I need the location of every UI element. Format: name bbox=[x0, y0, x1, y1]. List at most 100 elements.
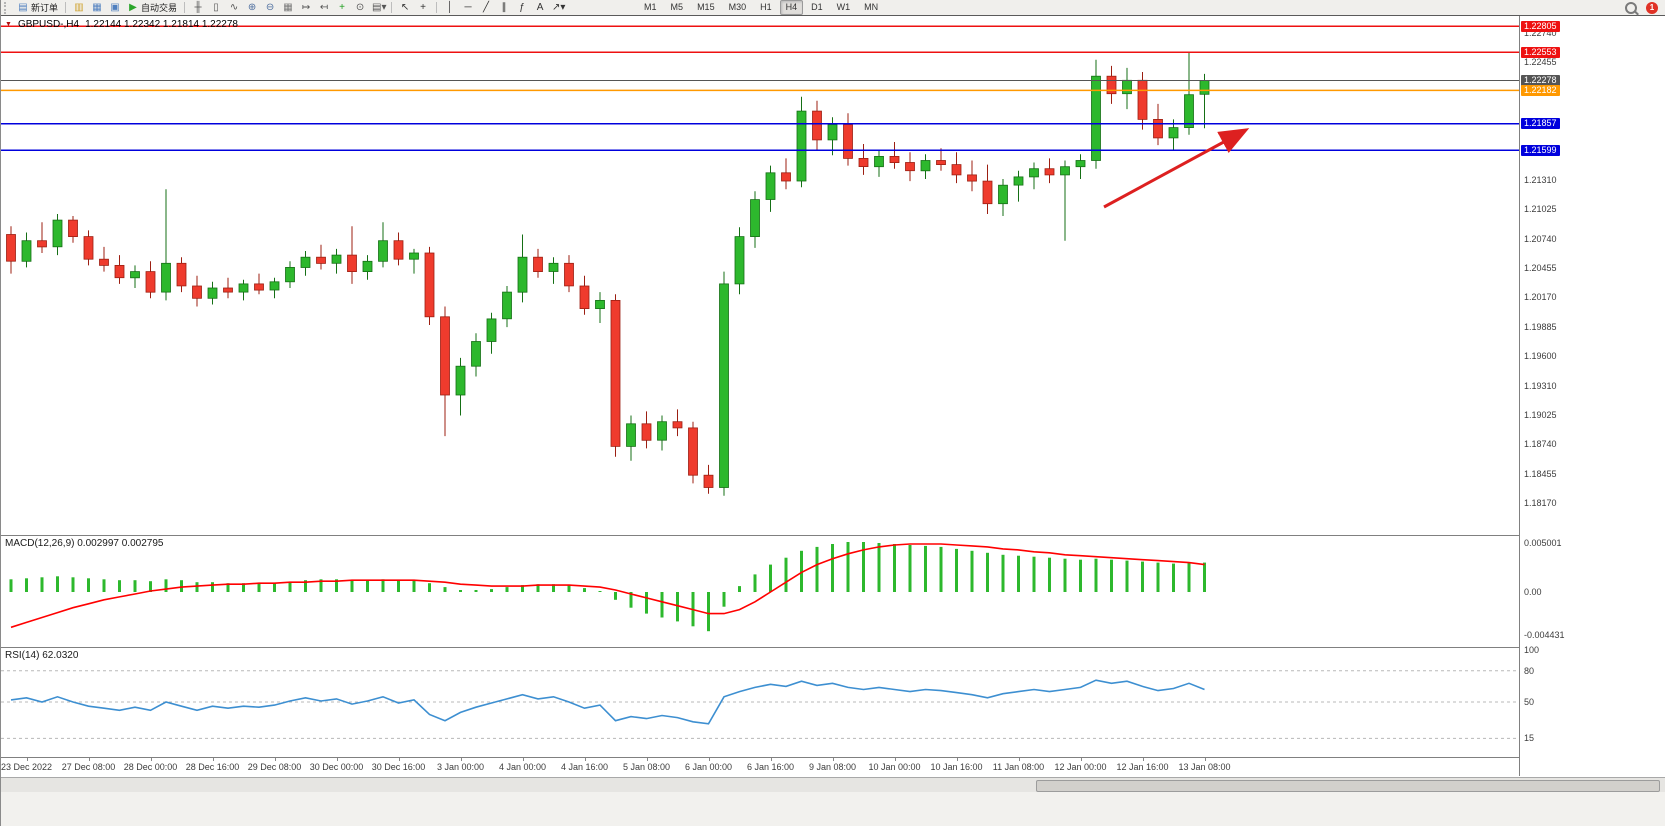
ohlc-values-label: 1.22144 1.22342 1.21814 1.22278 bbox=[85, 19, 238, 30]
timeframe-button-MN[interactable]: MN bbox=[864, 2, 879, 12]
indicators-icon: + bbox=[339, 1, 345, 13]
price-badge-current-price: 1.22278 bbox=[1521, 75, 1560, 86]
auto-scroll-button[interactable]: ↦ bbox=[297, 1, 315, 15]
price-badge-resistance: 1.22805 bbox=[1521, 20, 1560, 32]
scrollbar-thumb[interactable] bbox=[1036, 780, 1660, 792]
cursor-icon: ↖ bbox=[400, 1, 410, 13]
zoom-in-icon: ⊕ bbox=[247, 1, 257, 13]
chart-shift-button[interactable]: ↤ bbox=[315, 1, 333, 15]
tile-windows-button[interactable]: ▦ bbox=[279, 1, 297, 15]
notification-badge[interactable]: 1 bbox=[1646, 1, 1658, 14]
rsi-axis-tick: 15 bbox=[1524, 733, 1535, 744]
timeframe-button-D1[interactable]: D1 bbox=[811, 2, 823, 12]
date-axis-label: 29 Dec 08:00 bbox=[247, 762, 302, 772]
horizontal-scrollbar[interactable] bbox=[1, 777, 1665, 792]
macd-signal-line bbox=[10, 543, 1205, 629]
arrows-button[interactable]: ↗▾ bbox=[549, 1, 567, 15]
date-axis-label: 13 Jan 08:00 bbox=[1178, 762, 1231, 772]
bar-chart-button[interactable]: ╫ bbox=[189, 1, 207, 15]
zoom-out-button[interactable]: ⊖ bbox=[261, 1, 279, 15]
timeframe-button-M1[interactable]: M1 bbox=[644, 2, 657, 12]
main-chart-panel[interactable]: ▼ GBPUSD-,H4 1.22144 1.22342 1.21814 1.2… bbox=[1, 16, 1519, 536]
timeframe-button-M5[interactable]: M5 bbox=[670, 2, 684, 12]
macd-chart bbox=[9, 542, 1206, 632]
candlestick-icon: ▯ bbox=[213, 1, 219, 13]
chart-shift-icon: ↤ bbox=[319, 1, 329, 13]
horizontal-lines-layer[interactable] bbox=[1, 25, 1519, 152]
trendline-button[interactable]: ╱ bbox=[477, 1, 495, 15]
rsi-axis-tick: 100 bbox=[1524, 645, 1540, 655]
new-order-button-label: 新订单 bbox=[31, 2, 59, 13]
price-axis-tick: 1.18455 bbox=[1524, 468, 1557, 479]
date-axis-label: 30 Dec 00:00 bbox=[309, 762, 364, 772]
date-axis-tick bbox=[150, 758, 152, 761]
date-axis-label: 28 Dec 16:00 bbox=[185, 762, 240, 772]
trend-arrow[interactable] bbox=[1103, 128, 1250, 209]
indicators-button[interactable]: + bbox=[333, 1, 351, 15]
channel-button[interactable]: ∥ bbox=[495, 1, 513, 15]
price-axis-tick: 1.20455 bbox=[1524, 263, 1557, 273]
auto-trading-button-label: 自动交易 bbox=[141, 2, 178, 13]
date-axis-tick bbox=[832, 758, 834, 761]
templates-icon: ▤▾ bbox=[372, 1, 387, 13]
date-axis-label: 23 Dec 2022 bbox=[0, 762, 53, 772]
candlestick-chart-button[interactable]: ▯ bbox=[207, 1, 225, 15]
price-badge-resistance: 1.22553 bbox=[1521, 46, 1560, 58]
timeframe-button-H1[interactable]: H1 bbox=[760, 2, 772, 12]
templates-button[interactable]: ▤▾ bbox=[369, 1, 387, 15]
date-axis-label: 27 Dec 08:00 bbox=[61, 762, 116, 772]
symbol-marker-icon: ▼ bbox=[5, 20, 12, 28]
zoom-in-button[interactable]: ⊕ bbox=[243, 1, 261, 15]
date-axis[interactable]: 23 Dec 2022 27 Dec 08:00 28 Dec 00:00 28 De… bbox=[1, 758, 1519, 776]
timeframe-button-M30[interactable]: M30 bbox=[728, 2, 747, 12]
price-axis-tick: 1.19025 bbox=[1524, 410, 1557, 420]
date-axis-label: 28 Dec 00:00 bbox=[123, 762, 178, 772]
date-axis-tick bbox=[770, 758, 772, 761]
rsi-panel[interactable]: RSI(14) 62.0320 bbox=[1, 648, 1519, 758]
timeframe-button-H4[interactable]: H4 bbox=[779, 0, 804, 15]
date-axis-tick bbox=[708, 758, 710, 761]
date-axis-label: 6 Jan 16:00 bbox=[746, 762, 795, 772]
date-axis-tick bbox=[522, 758, 524, 761]
date-axis-tick bbox=[26, 758, 28, 761]
rsi-axis-tick: 80 bbox=[1524, 665, 1535, 676]
vertical-line-button[interactable]: │ bbox=[441, 1, 459, 15]
date-axis-label: 12 Jan 16:00 bbox=[1116, 762, 1169, 772]
date-axis-label: 4 Jan 00:00 bbox=[498, 762, 547, 772]
horizontal-line-icon: ─ bbox=[464, 1, 472, 13]
auto-scroll-icon: ↦ bbox=[301, 1, 311, 13]
timeframe-button-W1[interactable]: W1 bbox=[836, 2, 851, 12]
cursor-button[interactable]: ↖ bbox=[396, 1, 414, 15]
price-axis[interactable]: 1.22740 1.22455 1.21310 1.21025 1.20740 1.204… bbox=[1519, 16, 1665, 776]
date-axis-label: 12 Jan 00:00 bbox=[1054, 762, 1107, 772]
price-axis-tick: 1.19310 bbox=[1524, 380, 1557, 391]
candlestick-chart[interactable] bbox=[1, 16, 1519, 535]
timeframe-button-M15[interactable]: M15 bbox=[697, 2, 715, 12]
price-axis-tick: 1.19885 bbox=[1524, 321, 1557, 332]
bottom-filler bbox=[1, 792, 1665, 826]
text-button[interactable]: A bbox=[531, 1, 549, 15]
price-axis-tick: 1.22740 bbox=[1524, 28, 1557, 38]
new-order-icon: ▤ bbox=[18, 1, 28, 13]
profiles-button[interactable]: ▦ bbox=[88, 1, 106, 15]
price-axis-tick: 1.18740 bbox=[1524, 439, 1557, 450]
rsi-line bbox=[10, 679, 1205, 725]
trendline-icon: ╱ bbox=[483, 1, 490, 13]
price-axis-tick: 1.18170 bbox=[1524, 498, 1557, 508]
auto-trading-button[interactable]: ▶ 自动交易 bbox=[124, 1, 180, 15]
fibonacci-button[interactable]: ƒ bbox=[513, 1, 531, 15]
new-chart-button[interactable]: ▥ bbox=[70, 1, 88, 15]
macd-panel[interactable]: MACD(12,26,9) 0.002997 0.002795 bbox=[1, 536, 1519, 648]
periods-button[interactable]: ⊙ bbox=[351, 1, 369, 15]
horizontal-line-button[interactable]: ─ bbox=[459, 1, 477, 15]
market-watch-button[interactable]: ▣ bbox=[106, 1, 124, 15]
search-icon[interactable] bbox=[1625, 1, 1637, 14]
date-axis-tick bbox=[584, 758, 586, 761]
toolbar-grip[interactable] bbox=[4, 1, 11, 14]
new-order-button[interactable]: ▤ 新订单 bbox=[14, 1, 61, 15]
profiles-icon: ▦ bbox=[92, 1, 102, 13]
line-chart-button[interactable]: ∿ bbox=[225, 1, 243, 15]
crosshair-button[interactable]: + bbox=[414, 1, 432, 15]
price-axis-tick: 1.21025 bbox=[1524, 204, 1557, 215]
date-axis-tick bbox=[398, 758, 400, 761]
